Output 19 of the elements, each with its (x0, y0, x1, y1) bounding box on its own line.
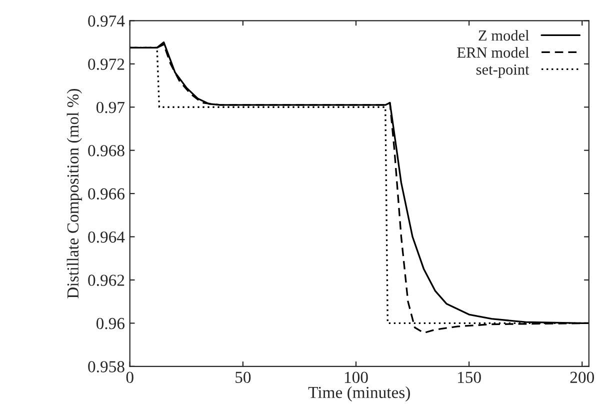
y-tick-label: 0.968 (88, 145, 124, 156)
y-tick-label: 0.97 (96, 102, 125, 114)
x-tick-label: 100 (344, 372, 368, 383)
y-tick-label: 0.972 (88, 58, 124, 70)
x-axis-title: Time (minutes) (308, 386, 410, 402)
y-tick-label: 0.962 (88, 274, 124, 286)
y-tick-label: 0.966 (88, 188, 124, 200)
x-tick-label: 0 (126, 372, 134, 383)
x-tick-label: 200 (570, 372, 594, 383)
y-axis-title: Distillate Composition (mol %) (66, 88, 82, 298)
y-tick-label: 0.96 (96, 318, 124, 330)
legend-label: set-point (476, 64, 530, 78)
x-tick-label: 50 (236, 372, 251, 383)
y-tick-label: 0.958 (88, 361, 124, 372)
y-tick-label: 0.974 (88, 15, 125, 27)
legend-label: Z model (478, 30, 530, 41)
legend-label: ERN model (457, 46, 530, 58)
x-tick-label: 150 (458, 372, 481, 383)
y-tick-label: 0.964 (88, 231, 125, 243)
